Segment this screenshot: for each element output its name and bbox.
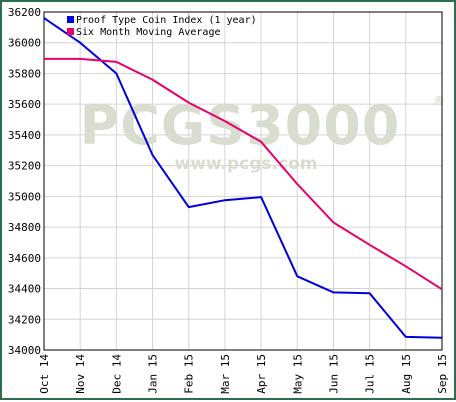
x-tick-label: Jan 15 [147,354,160,394]
y-tick-label: 35200 [8,160,41,173]
y-tick-label: 34200 [8,313,41,326]
y-tick-label: 36000 [8,37,41,50]
y-tick-label: 35400 [8,129,41,142]
y-axis-ticks: 34000 34200 34400 34600 34800 35000 35200 35400… [8,6,41,357]
x-tick-label: Jul 15 [364,354,377,394]
x-tick-label: Dec 14 [110,354,123,394]
y-tick-label: 34800 [8,221,41,234]
watermark-url-text: www.pcgs.com [175,154,318,174]
x-tick-label: Nov 14 [74,354,87,394]
watermark-registered-mark: ® [433,94,445,108]
plot-border [43,11,443,351]
x-tick-label: Feb 15 [183,354,196,394]
legend-swatch-moving-average [67,28,74,35]
watermark-logo: PCGS3000 ® www.pcgs.com [80,94,445,174]
x-tick-label: Apr 15 [255,354,268,394]
x-tick-label: Oct 14 [38,354,51,394]
y-tick-label: 34400 [8,283,41,296]
series-line-0 [43,17,443,339]
x-axis-ticks: Oct 14 Nov 14 Dec 14 Jan 15 Feb 15 Mar 15 Apr … [38,354,449,394]
y-tick-label: 35000 [8,190,41,203]
x-tick-label: Sep 15 [436,354,449,394]
y-tick-label: 35600 [8,98,41,111]
legend-label-proof-index: Proof Type Coin Index (1 year) [76,15,257,26]
legend: Proof Type Coin Index (1 year) Six Month… [67,15,257,38]
y-tick-label: 34000 [8,344,41,357]
y-tick-label: 35800 [8,67,41,80]
watermark-logo-text: PCGS3000 [80,94,401,157]
series-lines [43,17,443,339]
x-tick-label: Mar 15 [219,354,232,394]
legend-label-moving-average: Six Month Moving Average [76,27,221,38]
y-tick-label: 34600 [8,252,41,265]
series-line-1 [44,57,443,291]
x-tick-label: Aug 15 [400,354,413,394]
x-tick-label: Jun 15 [327,354,340,394]
y-tick-label: 36200 [8,6,41,19]
legend-swatch-proof-index [67,16,74,23]
x-tick-label: May 15 [291,354,304,394]
